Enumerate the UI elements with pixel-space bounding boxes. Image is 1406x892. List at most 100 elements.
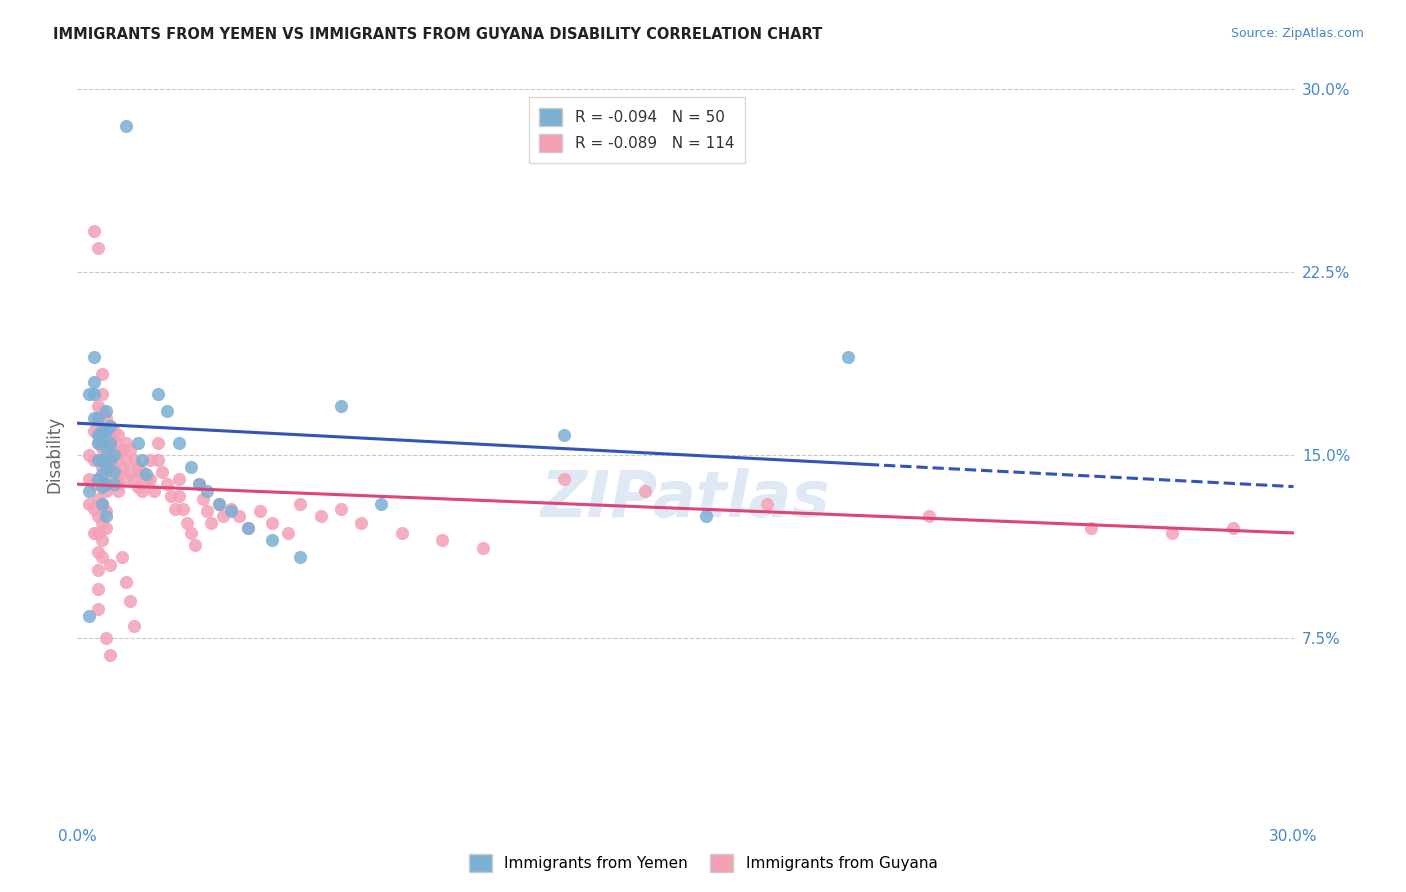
Point bbox=[180, 525, 202, 540]
Point bbox=[208, 497, 231, 511]
Point bbox=[329, 501, 352, 516]
Point bbox=[221, 501, 243, 516]
Point bbox=[131, 484, 153, 499]
Point bbox=[86, 508, 108, 523]
Point bbox=[90, 480, 112, 494]
Point bbox=[107, 467, 129, 482]
Point bbox=[98, 418, 121, 433]
Point bbox=[155, 404, 177, 418]
Point bbox=[918, 508, 941, 523]
Point bbox=[290, 497, 312, 511]
Point bbox=[127, 435, 149, 450]
Point bbox=[172, 501, 194, 516]
Point bbox=[79, 484, 101, 499]
Point bbox=[1080, 521, 1102, 535]
Point bbox=[107, 448, 129, 462]
Point bbox=[430, 533, 453, 548]
Point bbox=[391, 525, 413, 540]
Point bbox=[118, 443, 141, 458]
Point bbox=[221, 504, 243, 518]
Point bbox=[79, 387, 101, 401]
Point bbox=[553, 472, 575, 486]
Point bbox=[86, 472, 108, 486]
Point bbox=[188, 477, 211, 491]
Point bbox=[228, 508, 250, 523]
Point bbox=[94, 521, 117, 535]
Point bbox=[309, 508, 332, 523]
Point bbox=[167, 435, 190, 450]
Point bbox=[103, 477, 125, 491]
Text: IMMIGRANTS FROM YEMEN VS IMMIGRANTS FROM GUYANA DISABILITY CORRELATION CHART: IMMIGRANTS FROM YEMEN VS IMMIGRANTS FROM… bbox=[53, 27, 823, 42]
Point bbox=[553, 428, 575, 442]
Point bbox=[471, 541, 494, 555]
Point bbox=[103, 448, 125, 462]
Point bbox=[122, 452, 145, 467]
Point bbox=[260, 516, 283, 531]
Point bbox=[94, 404, 117, 418]
Point bbox=[837, 351, 859, 365]
Point bbox=[167, 489, 190, 503]
Point bbox=[94, 467, 117, 482]
Point bbox=[139, 472, 162, 486]
Point bbox=[83, 424, 105, 438]
Point bbox=[115, 472, 138, 486]
Point bbox=[86, 399, 108, 413]
Point bbox=[115, 452, 138, 467]
Point bbox=[249, 504, 271, 518]
Point bbox=[86, 418, 108, 433]
Point bbox=[755, 497, 778, 511]
Point bbox=[86, 435, 108, 450]
Point bbox=[188, 477, 211, 491]
Point bbox=[98, 558, 121, 572]
Point bbox=[86, 452, 108, 467]
Legend: R = -0.094   N = 50, R = -0.089   N = 114: R = -0.094 N = 50, R = -0.089 N = 114 bbox=[529, 97, 745, 163]
Point bbox=[236, 521, 259, 535]
Point bbox=[370, 497, 392, 511]
Point bbox=[135, 467, 157, 482]
Point bbox=[111, 443, 134, 458]
Point bbox=[86, 601, 108, 615]
Point bbox=[90, 424, 112, 438]
Point bbox=[86, 411, 108, 425]
Point bbox=[90, 550, 112, 565]
Point bbox=[90, 477, 112, 491]
Point bbox=[290, 550, 312, 565]
Point bbox=[79, 608, 101, 623]
Point bbox=[83, 452, 105, 467]
Point bbox=[148, 387, 170, 401]
Point bbox=[167, 472, 190, 486]
Point bbox=[191, 491, 214, 506]
Point bbox=[94, 411, 117, 425]
Point bbox=[94, 631, 117, 645]
Point bbox=[163, 501, 186, 516]
Point bbox=[118, 465, 141, 479]
Point bbox=[155, 477, 177, 491]
Point bbox=[94, 424, 117, 438]
Point bbox=[1222, 521, 1244, 535]
Point bbox=[83, 411, 105, 425]
Point bbox=[103, 465, 125, 479]
Point bbox=[176, 516, 198, 531]
Point bbox=[90, 441, 112, 455]
Point bbox=[350, 516, 373, 531]
Point bbox=[152, 465, 174, 479]
Point bbox=[90, 424, 112, 438]
Point bbox=[98, 452, 121, 467]
Point bbox=[135, 472, 157, 486]
Point bbox=[86, 435, 108, 450]
Point bbox=[139, 452, 162, 467]
Point bbox=[94, 460, 117, 475]
Point bbox=[212, 508, 235, 523]
Point bbox=[184, 538, 207, 552]
Point bbox=[131, 452, 153, 467]
Point bbox=[86, 428, 108, 442]
Point bbox=[115, 435, 138, 450]
Point bbox=[86, 472, 108, 486]
Point bbox=[143, 484, 166, 499]
Point bbox=[79, 448, 101, 462]
Point bbox=[83, 387, 105, 401]
Point bbox=[115, 574, 138, 589]
Point bbox=[90, 404, 112, 418]
Point bbox=[86, 545, 108, 559]
Point bbox=[148, 435, 170, 450]
